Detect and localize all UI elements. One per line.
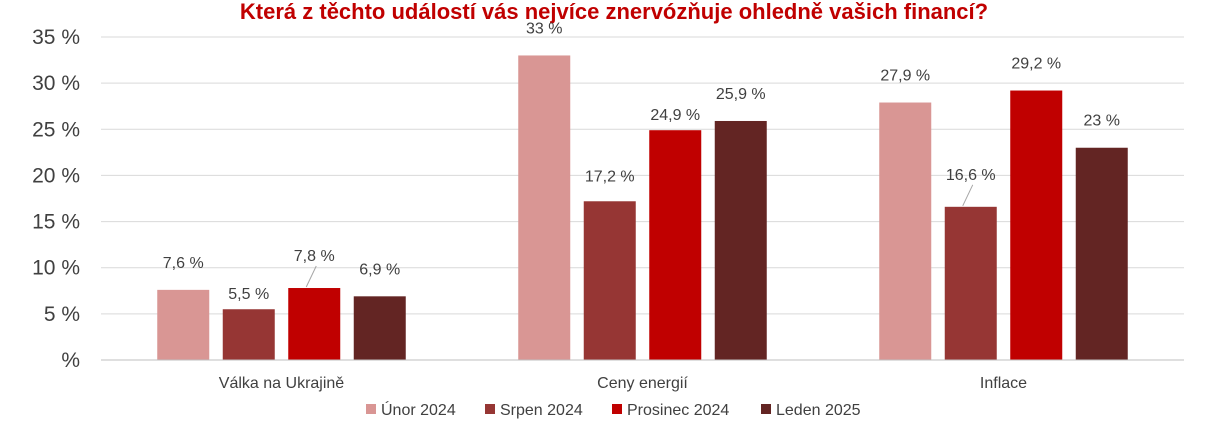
legend-label: Leden 2025 — [776, 402, 861, 419]
bars — [157, 55, 1128, 361]
bar — [879, 102, 932, 360]
legend-swatch — [612, 404, 622, 414]
y-tick-label: 5 % — [44, 303, 80, 326]
legend-swatch — [761, 404, 771, 414]
y-tick-label: 15 % — [32, 211, 80, 234]
data-label: 25,9 % — [716, 86, 766, 103]
bar — [518, 55, 571, 360]
data-label: 33 % — [526, 20, 562, 37]
data-label: 24,9 % — [650, 107, 700, 124]
data-label: 17,2 % — [585, 168, 635, 185]
legend-label: Únor 2024 — [381, 400, 456, 419]
bar — [583, 201, 636, 360]
bar — [222, 309, 275, 360]
y-tick-label: 25 % — [32, 118, 80, 141]
legend-swatch — [485, 404, 495, 414]
bar — [157, 289, 210, 360]
chart-title: Která z těchto událostí vás nejvíce zner… — [240, 0, 988, 24]
data-label: 6,9 % — [359, 261, 400, 278]
legend-label: Srpen 2024 — [500, 402, 583, 419]
x-axis-ticks: Válka na Ukrajině Ceny energií Inflace — [219, 375, 1027, 392]
gridlines — [101, 36, 1184, 315]
x-tick-label: Ceny energií — [597, 375, 688, 392]
data-label: 7,8 % — [294, 248, 335, 265]
bar — [1010, 90, 1063, 361]
bar — [353, 296, 406, 360]
x-tick-label: Válka na Ukrajině — [219, 375, 345, 392]
data-label: 16,6 % — [946, 167, 996, 184]
bar — [1075, 147, 1128, 360]
data-label: 7,6 % — [163, 255, 204, 272]
bar — [288, 288, 341, 360]
label-leader-line — [305, 265, 317, 288]
y-tick-label: % — [61, 349, 80, 372]
bar — [714, 120, 767, 360]
y-tick-label: 20 % — [32, 164, 80, 187]
label-leader-lines — [305, 184, 974, 288]
label-leader-line — [962, 184, 974, 207]
data-label: 27,9 % — [880, 68, 930, 85]
data-labels: 7,6 % 5,5 % 7,8 % 6,9 % 33 % 17,2 % 24,9 % 25,9… — [163, 20, 1120, 303]
y-axis-ticks: % 5 % 10 % 15 % 20 % 25 % 30 % 35 % — [32, 26, 80, 372]
y-tick-label: 30 % — [32, 72, 80, 95]
data-label: 5,5 % — [228, 286, 269, 303]
data-label: 23 % — [1084, 113, 1120, 130]
bar — [944, 206, 997, 360]
y-tick-label: 35 % — [32, 26, 80, 49]
y-tick-label: 10 % — [32, 257, 80, 280]
legend: Únor 2024 Srpen 2024 Prosinec 2024 Leden 20… — [366, 400, 861, 419]
x-tick-label: Inflace — [980, 375, 1027, 392]
data-label: 29,2 % — [1011, 56, 1061, 73]
legend-swatch — [366, 404, 376, 414]
bar — [649, 130, 702, 360]
legend-label: Prosinec 2024 — [627, 402, 729, 419]
